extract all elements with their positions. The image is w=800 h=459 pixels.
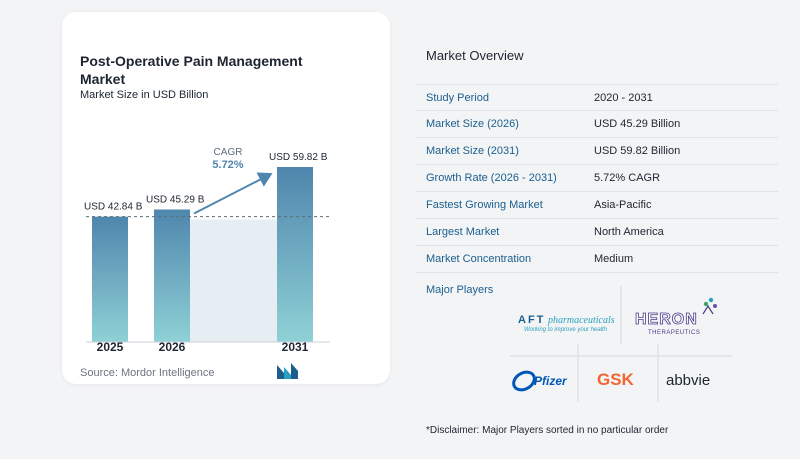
- category-label-2026: 2026: [159, 340, 186, 354]
- market-overview-table: Study Period 2020 - 2031 Market Size (2026…: [416, 84, 778, 273]
- category-label-2025: 2025: [97, 340, 124, 354]
- mordor-logo-icon: [277, 363, 298, 379]
- overview-value: Asia-Pacific: [594, 199, 652, 211]
- overview-label: Market Size (2026): [426, 118, 519, 130]
- value-label-2026: USD 45.29 B: [146, 195, 205, 206]
- svg-text:Working to improve your health: Working to improve your health: [524, 327, 608, 333]
- heron-therapeutics-logo: HERON THERAPEUTICS: [635, 297, 717, 336]
- overview-row: Fastest Growing Market Asia-Pacific: [416, 192, 778, 219]
- bar-2025: [92, 216, 128, 342]
- overview-label: Market Size (2031): [426, 145, 519, 157]
- overview-value: USD 59.82 Billion: [594, 145, 681, 157]
- source-label: Source: Mordor Intelligence: [80, 367, 215, 379]
- value-label-2031: USD 59.82 B: [269, 152, 328, 163]
- gsk-logo: GSK: [597, 370, 635, 389]
- aft-pharmaceuticals-logo: AFT pharmaceuticals Working to improve y…: [518, 314, 615, 333]
- chart-title: Post-Operative Pain Management Market: [80, 53, 303, 87]
- svg-text:pharmaceuticals: pharmaceuticals: [547, 315, 615, 326]
- chart-subtitle: Market Size in USD Billion: [80, 89, 209, 101]
- major-players-grid: AFT pharmaceuticals Working to improve y…: [510, 286, 732, 402]
- bar-2026: [154, 209, 190, 342]
- overview-label: Largest Market: [426, 226, 500, 238]
- growth-band: [190, 219, 277, 342]
- overview-value: Medium: [594, 253, 634, 265]
- overview-value: 2020 - 2031: [594, 92, 653, 104]
- cagr-label: CAGR: [214, 147, 243, 158]
- abbvie-logo: abbvie: [666, 372, 710, 389]
- overview-row: Growth Rate (2026 - 2031) 5.72% CAGR: [416, 165, 778, 192]
- svg-text:THERAPEUTICS: THERAPEUTICS: [648, 330, 700, 336]
- overview-row: Largest Market North America: [416, 219, 778, 246]
- overview-label: Fastest Growing Market: [426, 199, 543, 211]
- category-label-2031: 2031: [282, 340, 309, 354]
- overview-label: Study Period: [426, 92, 489, 104]
- overview-value: North America: [594, 226, 664, 238]
- overview-row: Market Concentration Medium: [416, 246, 778, 273]
- overview-row: Study Period 2020 - 2031: [416, 84, 778, 111]
- svg-text:AFT: AFT: [518, 314, 545, 326]
- overview-row: Market Size (2031) USD 59.82 Billion: [416, 138, 778, 165]
- overview-label: Growth Rate (2026 - 2031): [426, 172, 557, 184]
- bar-2031: [277, 167, 313, 342]
- overview-label: Market Concentration: [426, 253, 532, 265]
- overview-value: 5.72% CAGR: [594, 172, 661, 184]
- cagr-value: 5.72%: [212, 159, 243, 171]
- overview-row: Market Size (2026) USD 45.29 Billion: [416, 111, 778, 138]
- svg-text:HERON: HERON: [635, 311, 698, 328]
- chart-card: Post-Operative Pain Management Market Ma…: [62, 12, 390, 384]
- disclaimer-text: *Disclaimer: Major Players sorted in no …: [426, 425, 669, 436]
- cagr-arrow: [193, 172, 273, 215]
- overview-value: USD 45.29 Billion: [594, 118, 681, 130]
- value-label-2025: USD 42.84 B: [84, 202, 143, 213]
- pfizer-logo: Pfizer: [512, 370, 568, 392]
- market-overview-title: Market Overview: [426, 48, 524, 63]
- svg-text:Pfizer: Pfizer: [534, 374, 568, 388]
- major-players-title: Major Players: [426, 284, 494, 296]
